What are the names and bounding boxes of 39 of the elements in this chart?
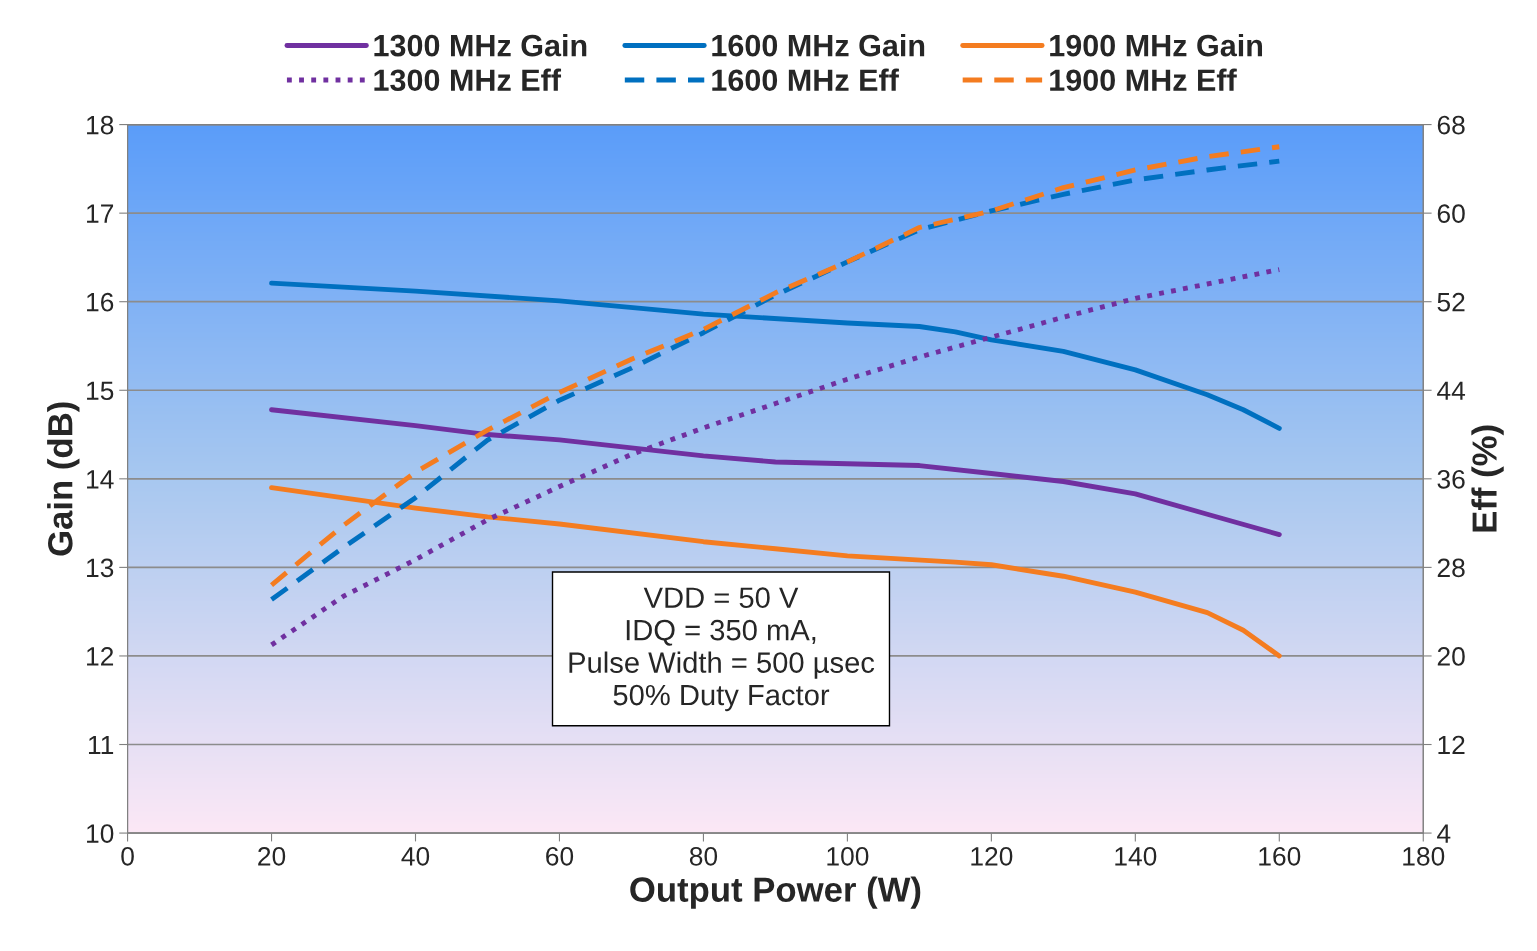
x-tick-label: 0 xyxy=(121,846,134,866)
x-tick-label: 20 xyxy=(258,846,286,866)
y-tick-label: 12 xyxy=(87,647,114,666)
x-tick-label: 160 xyxy=(1259,846,1301,866)
line-series xyxy=(269,267,1282,648)
y-tick-label: 13 xyxy=(87,558,114,578)
y-tick-label: 14 xyxy=(87,470,114,489)
y2-tick-label: 20 xyxy=(1437,647,1465,666)
y2-tick-label: 36 xyxy=(1437,469,1465,489)
y-tick-label: 15 xyxy=(87,381,114,401)
y2-tick-label: 44 xyxy=(1437,381,1466,400)
y-tick-label: 16 xyxy=(87,292,114,312)
y2-axis-title: Eff (%) xyxy=(1471,425,1504,532)
x-axis-title: Output Power (W) xyxy=(630,876,921,909)
y-tick-label: 10 xyxy=(87,824,114,843)
y2-tick-label: 12 xyxy=(1438,735,1465,755)
y-tick-label: 11 xyxy=(88,735,114,755)
legend-label: 1600 MHz Gain xyxy=(712,34,925,57)
legend-label: 1600 MHz Eff xyxy=(712,68,899,92)
x-tick-label: 60 xyxy=(546,846,574,866)
y2-tick-label: 28 xyxy=(1437,558,1465,578)
x-tick-label: 140 xyxy=(1115,846,1157,866)
x-tick-label: 100 xyxy=(827,846,869,866)
x-tick-label: 120 xyxy=(971,846,1013,866)
legend-label: 1900 MHz Gain xyxy=(1050,34,1263,57)
legend-label: 1300 MHz Gain xyxy=(374,34,587,57)
y-tick-label: 18 xyxy=(87,115,114,135)
x-tick-label: 80 xyxy=(689,846,718,866)
annotation: VDD = 50 V IDQ = 350 mA, Pulse Width = 500 µsec 50% Duty Factor xyxy=(569,587,875,712)
y2-tick-label: 60 xyxy=(1437,204,1465,223)
y2-tick-label: 4 xyxy=(1437,824,1451,843)
y-axis-title: Gain (dB) xyxy=(47,402,80,556)
legend-label: 1300 MHz Eff xyxy=(374,68,562,92)
y2-tick-label: 68 xyxy=(1437,115,1465,135)
x-tick-label: 40 xyxy=(401,846,430,866)
legend-label: 1900 MHz Eff xyxy=(1050,68,1237,92)
x-tick-label: 180 xyxy=(1403,846,1445,866)
y2-tick-label: 52 xyxy=(1437,292,1465,312)
y-tick-label: 17 xyxy=(87,204,114,223)
